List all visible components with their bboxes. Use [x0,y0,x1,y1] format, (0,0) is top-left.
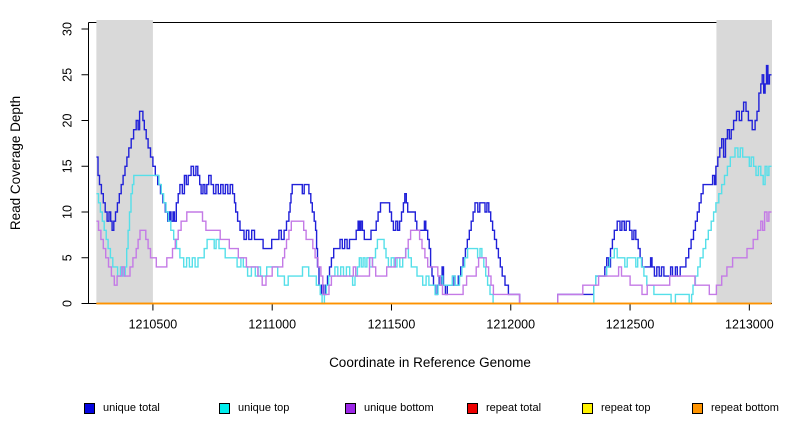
legend-swatch-icon [582,402,593,414]
y-tick-label: 15 [61,159,75,173]
y-tick-label: 5 [61,254,75,261]
x-tick-label: 1212500 [606,318,655,332]
legend-label: repeat bottom [711,402,779,414]
x-tick-label: 1210500 [129,318,178,332]
x-tick-label: 1212000 [486,318,535,332]
repeat-region-shade-left [96,20,153,304]
coverage-plot: 1210500 1211000 1211500 1212000 1212500 12130… [8,20,774,370]
legend-swatch-icon [345,402,356,414]
legend-item-unique-total: unique total [84,401,160,415]
legend-item-unique-bottom: unique bottom [345,401,434,415]
legend-item-unique-top: unique top [219,401,289,415]
series-line-unique-top [96,147,772,305]
legend-label: repeat total [486,402,542,414]
y-tick-label: 10 [61,205,75,219]
legend-swatch-icon [467,402,478,414]
x-tick-label: 1211500 [368,318,416,332]
legend: unique total unique top unique bottom repea… [0,401,792,421]
legend-item-repeat-top: repeat top [582,401,651,415]
series-line-unique-total [96,64,772,305]
y-tick-label: 0 [61,300,75,307]
legend-label: unique total [103,402,160,414]
legend-label: repeat top [601,402,651,414]
legend-swatch-icon [84,402,95,414]
legend-item-repeat-total: repeat total [467,401,541,415]
legend-swatch-icon [219,402,230,414]
repeat-region-shade-right [716,20,772,304]
y-tick-label: 30 [61,22,75,36]
x-axis-title: Coordinate in Reference Genome [329,355,531,370]
y-axis-title: Read Coverage Depth [8,96,23,230]
x-tick-label: 1211000 [248,318,296,332]
x-tick-label: 1213000 [725,318,774,332]
y-tick-label: 20 [61,114,75,128]
series-line-unique-bottom [96,211,772,305]
y-tick-label: 25 [61,68,75,82]
legend-swatch-icon [692,402,703,414]
legend-item-repeat-bottom: repeat bottom [692,401,779,415]
legend-label: unique top [238,402,290,414]
legend-label: unique bottom [364,402,434,414]
